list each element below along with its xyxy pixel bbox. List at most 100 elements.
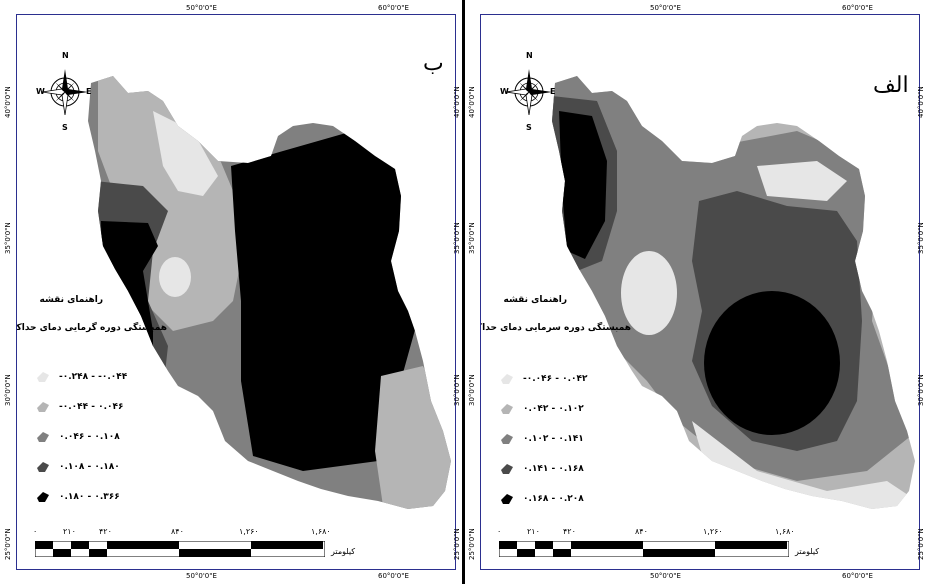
scale-tick-label: ۱,۲۶۰	[239, 527, 259, 536]
scale-tick-label: ۰	[33, 527, 38, 536]
legend-swatch	[37, 372, 49, 382]
coord-bottom: 50°0'0"E	[650, 572, 681, 580]
compass-e-label: E	[550, 87, 556, 96]
coord-top: 50°0'0"E	[650, 4, 681, 12]
legend-label: ۰.۰۴۲ - ۰.۱۰۲	[523, 404, 584, 414]
coord-top: 50°0'0"E	[186, 4, 217, 12]
legend-item: ۰.۰۴۶ - ۰.۱۰۸	[37, 430, 120, 444]
coord-right: 40°0'0"N	[453, 86, 461, 118]
legend-title: همبستگی دوره گرمایی دمای حداکثر	[16, 323, 167, 333]
legend-heading: راهنمای نقشه	[503, 295, 567, 305]
scale-tick-label: ۱,۶۸۰	[311, 527, 331, 536]
coord-right: 30°0'0"N	[917, 374, 925, 406]
scale-bar	[35, 541, 325, 557]
zone-light-north	[757, 161, 847, 201]
zone-lightgray-southeast	[375, 366, 451, 509]
scale-tick-label: ۰	[497, 527, 502, 536]
coord-bottom: 50°0'0"E	[186, 572, 217, 580]
map-frame: ب N S E W راهنمای نقشه همبستگی دوره گرما…	[16, 14, 456, 570]
scale-tick-label: ۸۴۰	[171, 527, 184, 536]
coord-left: 30°0'0"N	[468, 374, 476, 406]
legend-item: ۰.۱۴۱ - ۰.۱۶۸	[501, 462, 584, 476]
legend-swatch	[501, 434, 513, 444]
scale-tick-label: ۲۱۰	[63, 527, 76, 536]
legend-item: ۰.۱۶۸ - ۰.۲۰۸	[501, 492, 584, 506]
legend-item: -۰.۰۴۴ - ۰.۰۴۶	[37, 400, 124, 414]
coord-bottom: 60°0'0"E	[842, 572, 873, 580]
zone-light-north	[153, 111, 218, 196]
coord-right: 30°0'0"N	[453, 374, 461, 406]
map-panel-b: ب N S E W راهنمای نقشه همبستگی دوره گرما…	[2, 0, 464, 584]
zone-light-west	[621, 251, 677, 335]
legend-label: ۰.۱۶۸ - ۰.۲۰۸	[523, 494, 584, 504]
legend-label: ۰.۱۸۰ - ۰.۳۶۶	[59, 492, 120, 502]
iran-contour-map	[552, 76, 915, 509]
coord-right: 25°0'0"N	[917, 528, 925, 560]
compass-w-label: W	[36, 87, 45, 96]
legend-item: -۰.۰۴۶ - ۰.۰۴۲	[501, 372, 588, 386]
legend-label: -۰.۰۴۴ - ۰.۰۴۶	[59, 402, 124, 412]
legend-swatch	[37, 462, 49, 472]
coord-left: 35°0'0"N	[468, 222, 476, 254]
coord-right: 25°0'0"N	[453, 528, 461, 560]
north-arrow: N S E W	[36, 47, 93, 147]
compass-rose-icon	[41, 69, 88, 116]
coord-right: 35°0'0"N	[917, 222, 925, 254]
legend-item: ۰.۱۸۰ - ۰.۳۶۶	[37, 490, 120, 504]
coord-left: 35°0'0"N	[4, 222, 12, 254]
legend-heading: راهنمای نقشه	[39, 295, 103, 305]
panel-letter: الف	[873, 73, 909, 98]
legend-swatch	[37, 492, 49, 502]
coord-left: 30°0'0"N	[4, 374, 12, 406]
compass-s-label: S	[526, 123, 532, 132]
coord-right: 35°0'0"N	[453, 222, 461, 254]
scale-tick-label: ۲۱۰	[527, 527, 540, 536]
iran-contour-map	[88, 76, 451, 509]
coord-left: 25°0'0"N	[4, 528, 12, 560]
legend-label: ۰.۰۴۶ - ۰.۱۰۸	[59, 432, 120, 442]
compass-n-label: N	[62, 51, 69, 60]
coord-top: 60°0'0"E	[842, 4, 873, 12]
legend-item: -۰.۲۴۸ - -۰.۰۴۴	[37, 370, 127, 384]
legend-item: ۰.۱۰۲ - ۰.۱۴۱	[501, 432, 584, 446]
legend-label: ۰.۱۰۸ - ۰.۱۸۰	[59, 462, 120, 472]
map-panel-alf: الف N S E W راهنمای نقشه همبستگی دوره سر…	[466, 0, 928, 584]
zone-light-south	[692, 421, 915, 509]
coord-left: 40°0'0"N	[4, 86, 12, 118]
panel-divider	[462, 0, 465, 584]
legend-label: -۰.۲۴۸ - -۰.۰۴۴	[59, 372, 128, 382]
legend-swatch	[501, 404, 513, 414]
compass-w-label: W	[500, 87, 509, 96]
coord-top: 60°0'0"E	[378, 4, 409, 12]
compass-n-label: N	[526, 51, 533, 60]
compass-e-label: E	[86, 87, 92, 96]
panel-letter: ب	[423, 51, 444, 76]
coord-left: 25°0'0"N	[468, 528, 476, 560]
scale-tick-label: ۱,۶۸۰	[775, 527, 795, 536]
legend-swatch	[37, 402, 49, 412]
north-arrow: N S E W	[500, 47, 557, 147]
zone-black-east	[231, 131, 423, 471]
scale-tick-label: ۴۲۰	[99, 527, 112, 536]
scale-unit: کیلومتر	[331, 547, 356, 556]
scale-bar	[499, 541, 789, 557]
legend-item: ۰.۱۰۸ - ۰.۱۸۰	[37, 460, 120, 474]
compass-rose-icon	[505, 69, 552, 116]
legend-label: ۰.۱۰۲ - ۰.۱۴۱	[523, 434, 584, 444]
coord-left: 40°0'0"N	[468, 86, 476, 118]
legend-swatch	[501, 374, 513, 384]
coord-bottom: 60°0'0"E	[378, 572, 409, 580]
zone-black-center	[704, 291, 840, 435]
legend-swatch	[501, 494, 513, 504]
legend-label: ۰.۱۴۱ - ۰.۱۶۸	[523, 464, 584, 474]
compass-s-label: S	[62, 123, 68, 132]
legend-swatch	[501, 464, 513, 474]
scale-tick-label: ۸۴۰	[635, 527, 648, 536]
scale-tick-label: ۱,۲۶۰	[703, 527, 723, 536]
legend-item: ۰.۰۴۲ - ۰.۱۰۲	[501, 402, 584, 416]
scale-unit: کیلومتر	[795, 547, 820, 556]
coord-right: 40°0'0"N	[917, 86, 925, 118]
zone-black-west	[559, 111, 607, 259]
scale-tick-label: ۴۲۰	[563, 527, 576, 536]
zone-light-west	[159, 257, 191, 297]
